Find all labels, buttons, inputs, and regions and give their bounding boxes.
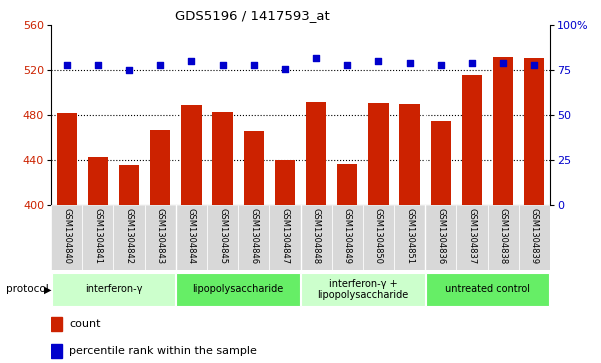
- Bar: [368, 103, 389, 205]
- Point: [218, 62, 227, 68]
- Text: GSM1304851: GSM1304851: [405, 208, 414, 264]
- Text: GSM1304839: GSM1304839: [530, 208, 539, 265]
- Bar: [114, 205, 145, 270]
- Text: GSM1304850: GSM1304850: [374, 208, 383, 264]
- Bar: [426, 205, 456, 270]
- Text: GSM1304848: GSM1304848: [311, 208, 320, 265]
- Text: GSM1304849: GSM1304849: [343, 208, 352, 264]
- Bar: [212, 112, 233, 205]
- Point: [93, 62, 103, 68]
- Point: [467, 60, 477, 66]
- Bar: [51, 317, 61, 331]
- Point: [374, 58, 383, 64]
- Text: percentile rank within the sample: percentile rank within the sample: [69, 346, 257, 356]
- Text: GSM1304842: GSM1304842: [124, 208, 133, 264]
- Point: [529, 62, 539, 68]
- Text: GDS5196 / 1417593_at: GDS5196 / 1417593_at: [175, 9, 330, 22]
- Text: GSM1304837: GSM1304837: [468, 208, 477, 265]
- Text: GSM1304838: GSM1304838: [499, 208, 508, 265]
- Text: interferon-γ: interferon-γ: [85, 285, 142, 294]
- Bar: [119, 165, 139, 205]
- Bar: [394, 205, 426, 270]
- Bar: [487, 205, 519, 270]
- Point: [405, 60, 415, 66]
- Point: [311, 55, 321, 61]
- Text: protocol: protocol: [6, 285, 49, 294]
- Text: interferon-γ +
lipopolysaccharide: interferon-γ + lipopolysaccharide: [317, 279, 409, 300]
- Bar: [301, 273, 424, 306]
- Bar: [56, 113, 77, 205]
- Text: GSM1304840: GSM1304840: [62, 208, 71, 264]
- Bar: [51, 205, 82, 270]
- Bar: [243, 131, 264, 205]
- Text: GSM1304836: GSM1304836: [436, 208, 445, 265]
- Bar: [431, 121, 451, 205]
- Bar: [269, 205, 300, 270]
- Bar: [400, 104, 419, 205]
- Bar: [426, 273, 549, 306]
- Text: GSM1304847: GSM1304847: [281, 208, 290, 265]
- Bar: [150, 130, 170, 205]
- Bar: [238, 205, 269, 270]
- Bar: [207, 205, 238, 270]
- Bar: [519, 205, 550, 270]
- Bar: [306, 102, 326, 205]
- Text: ▶: ▶: [44, 285, 51, 294]
- Text: untreated control: untreated control: [445, 285, 530, 294]
- Point: [186, 58, 196, 64]
- Point: [249, 62, 258, 68]
- Point: [498, 60, 508, 66]
- Bar: [363, 205, 394, 270]
- Bar: [524, 58, 545, 205]
- Bar: [182, 105, 201, 205]
- Bar: [52, 273, 175, 306]
- Bar: [493, 57, 513, 205]
- Bar: [88, 157, 108, 205]
- Bar: [337, 164, 358, 205]
- Bar: [456, 205, 487, 270]
- Point: [156, 62, 165, 68]
- Bar: [332, 205, 363, 270]
- Point: [343, 62, 352, 68]
- Bar: [462, 75, 482, 205]
- Point: [436, 62, 445, 68]
- Text: count: count: [69, 319, 100, 329]
- Bar: [51, 344, 61, 358]
- Text: GSM1304844: GSM1304844: [187, 208, 196, 264]
- Bar: [176, 205, 207, 270]
- Bar: [145, 205, 176, 270]
- Point: [62, 62, 72, 68]
- Text: GSM1304846: GSM1304846: [249, 208, 258, 265]
- Point: [124, 68, 134, 73]
- Bar: [82, 205, 114, 270]
- Bar: [177, 273, 300, 306]
- Bar: [300, 205, 332, 270]
- Text: GSM1304841: GSM1304841: [93, 208, 102, 264]
- Text: GSM1304843: GSM1304843: [156, 208, 165, 265]
- Bar: [275, 160, 295, 205]
- Point: [280, 66, 290, 72]
- Text: lipopolysaccharide: lipopolysaccharide: [192, 285, 284, 294]
- Text: GSM1304845: GSM1304845: [218, 208, 227, 264]
